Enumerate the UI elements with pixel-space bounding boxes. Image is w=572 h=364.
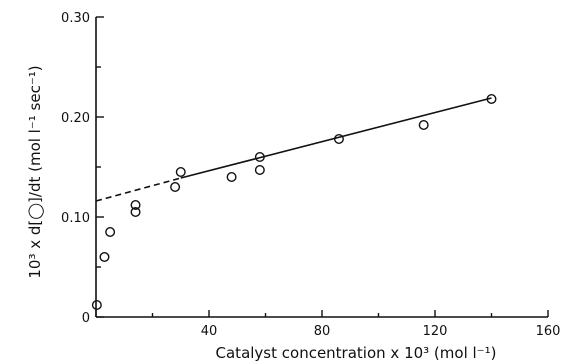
data-point (254, 164, 265, 175)
axes (95, 17, 548, 318)
y-tick-label: 0.10 (61, 211, 90, 226)
data-points (91, 93, 497, 311)
x-tick-label: 80 (314, 324, 331, 339)
x-tick-label: 40 (201, 324, 218, 339)
tick-labels: 40 80 120 160 0 0.10 0.20 0.30 (61, 11, 560, 339)
y-tick-label: 0 (82, 311, 90, 326)
data-point (105, 226, 116, 237)
data-point (170, 181, 181, 192)
data-point (486, 93, 497, 104)
y-tick-label: 0.30 (61, 11, 90, 26)
data-point (226, 171, 237, 182)
data-point (91, 300, 102, 311)
data-point (130, 206, 141, 217)
data-point (99, 251, 110, 262)
fit-line (95, 97, 492, 202)
y-axis-label: 10³ x d[◯]/dt (mol l⁻¹ sec⁻¹) (26, 65, 44, 278)
ticks (95, 16, 549, 318)
data-point (418, 119, 429, 130)
data-point (175, 166, 186, 177)
data-point (254, 151, 265, 162)
data-point (130, 199, 141, 210)
y-tick-label: 0.20 (61, 111, 90, 126)
fit-line-solid (180, 97, 492, 179)
fit-line-extrapolated (95, 177, 181, 202)
x-tick-label: 120 (423, 324, 448, 339)
data-point (333, 133, 344, 144)
x-tick-label: 160 (536, 324, 561, 339)
x-axis-label: Catalyst concentration x 10³ (mol l⁻¹) (216, 344, 497, 362)
